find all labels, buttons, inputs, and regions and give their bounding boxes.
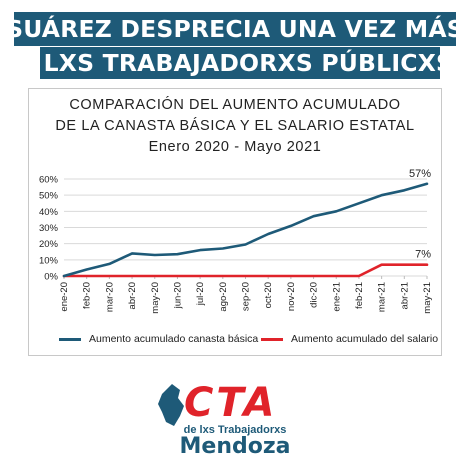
x-tick-label: ene-21 bbox=[331, 282, 342, 312]
y-tick-label: 0% bbox=[44, 272, 58, 283]
y-tick-label: 50% bbox=[39, 191, 59, 202]
chart-subtitle: Enero 2020 - Mayo 2021 bbox=[148, 139, 322, 155]
chart-title-line-1: COMPARACIÓN DEL AUMENTO ACUMULADO bbox=[69, 97, 401, 113]
x-tick-label: dic-20 bbox=[309, 282, 320, 308]
x-tick-label: mar-21 bbox=[377, 282, 388, 312]
mendoza-map-icon bbox=[158, 384, 184, 426]
x-tick-label: feb-20 bbox=[82, 282, 93, 309]
legend-item-basket: Aumento acumulado canasta básica bbox=[59, 333, 258, 345]
headline-bar-2 bbox=[40, 47, 440, 79]
legend-label-basket: Aumento acumulado canasta básica bbox=[89, 333, 259, 345]
chart-panel: COMPARACIÓN DEL AUMENTO ACUMULADO DE LA … bbox=[28, 88, 442, 356]
x-tick-label: abr-20 bbox=[127, 282, 138, 309]
line-chart: 0% 10% 20% 30% 40% 50% 60% ene-20 feb-20 mar-20 ab… bbox=[39, 168, 433, 314]
chart-legend: Aumento acumulado canasta básica Aumento… bbox=[29, 333, 441, 349]
series-line bbox=[62, 263, 429, 278]
x-tick-label: oct-20 bbox=[263, 282, 274, 308]
legend-label-salary: Aumento acumulado del salario bbox=[291, 333, 439, 345]
logo-wordmark: CTA bbox=[184, 380, 278, 426]
headline-line-1: SUÁREZ DESPRECIA UNA VEZ MÁS bbox=[6, 15, 464, 43]
x-tick-label: ene-20 bbox=[59, 282, 70, 312]
y-tick-label: 40% bbox=[39, 207, 59, 218]
x-tick-label: mar-20 bbox=[104, 282, 115, 312]
y-tick-label: 60% bbox=[39, 175, 59, 186]
y-tick-label: 30% bbox=[39, 223, 59, 234]
logo-subtitle: de lxs Trabajadorxs bbox=[183, 424, 287, 436]
x-tick-label: jul-20 bbox=[195, 282, 206, 306]
series-line bbox=[62, 182, 429, 278]
legend-item-salary: Aumento acumulado del salario bbox=[261, 333, 438, 345]
y-tick-label: 10% bbox=[39, 255, 59, 266]
x-tick-label: may-21 bbox=[422, 282, 433, 314]
x-tick-label: nov-20 bbox=[286, 282, 297, 311]
logo-city: Mendoza bbox=[179, 434, 291, 459]
data-label: 7% bbox=[415, 249, 431, 261]
x-tick-label: sep-20 bbox=[241, 282, 252, 311]
headline-bar-1 bbox=[14, 12, 456, 46]
cta-logo: CTA de lxs Trabajadorxs Mendoza bbox=[150, 378, 320, 464]
headline-banner: SUÁREZ DESPRECIA UNA VEZ MÁS A LXS TRABA… bbox=[0, 0, 470, 85]
legend-swatch-salary bbox=[261, 337, 283, 341]
x-tick-label: abr-21 bbox=[399, 282, 410, 309]
x-tick-label: ago-20 bbox=[218, 282, 229, 312]
data-label: 57% bbox=[409, 168, 431, 180]
headline-line-2: A LXS TRABAJADORXS PÚBLICXS bbox=[16, 49, 454, 77]
y-tick-label: 20% bbox=[39, 239, 59, 250]
chart-title-line-2: DE LA CANASTA BÁSICA Y EL SALARIO ESTATA… bbox=[55, 118, 415, 134]
x-tick-label: jun-20 bbox=[172, 282, 183, 309]
legend-swatch-basket bbox=[59, 337, 81, 341]
x-tick-label: feb-21 bbox=[354, 282, 365, 309]
x-tick-label: may-20 bbox=[150, 282, 161, 314]
